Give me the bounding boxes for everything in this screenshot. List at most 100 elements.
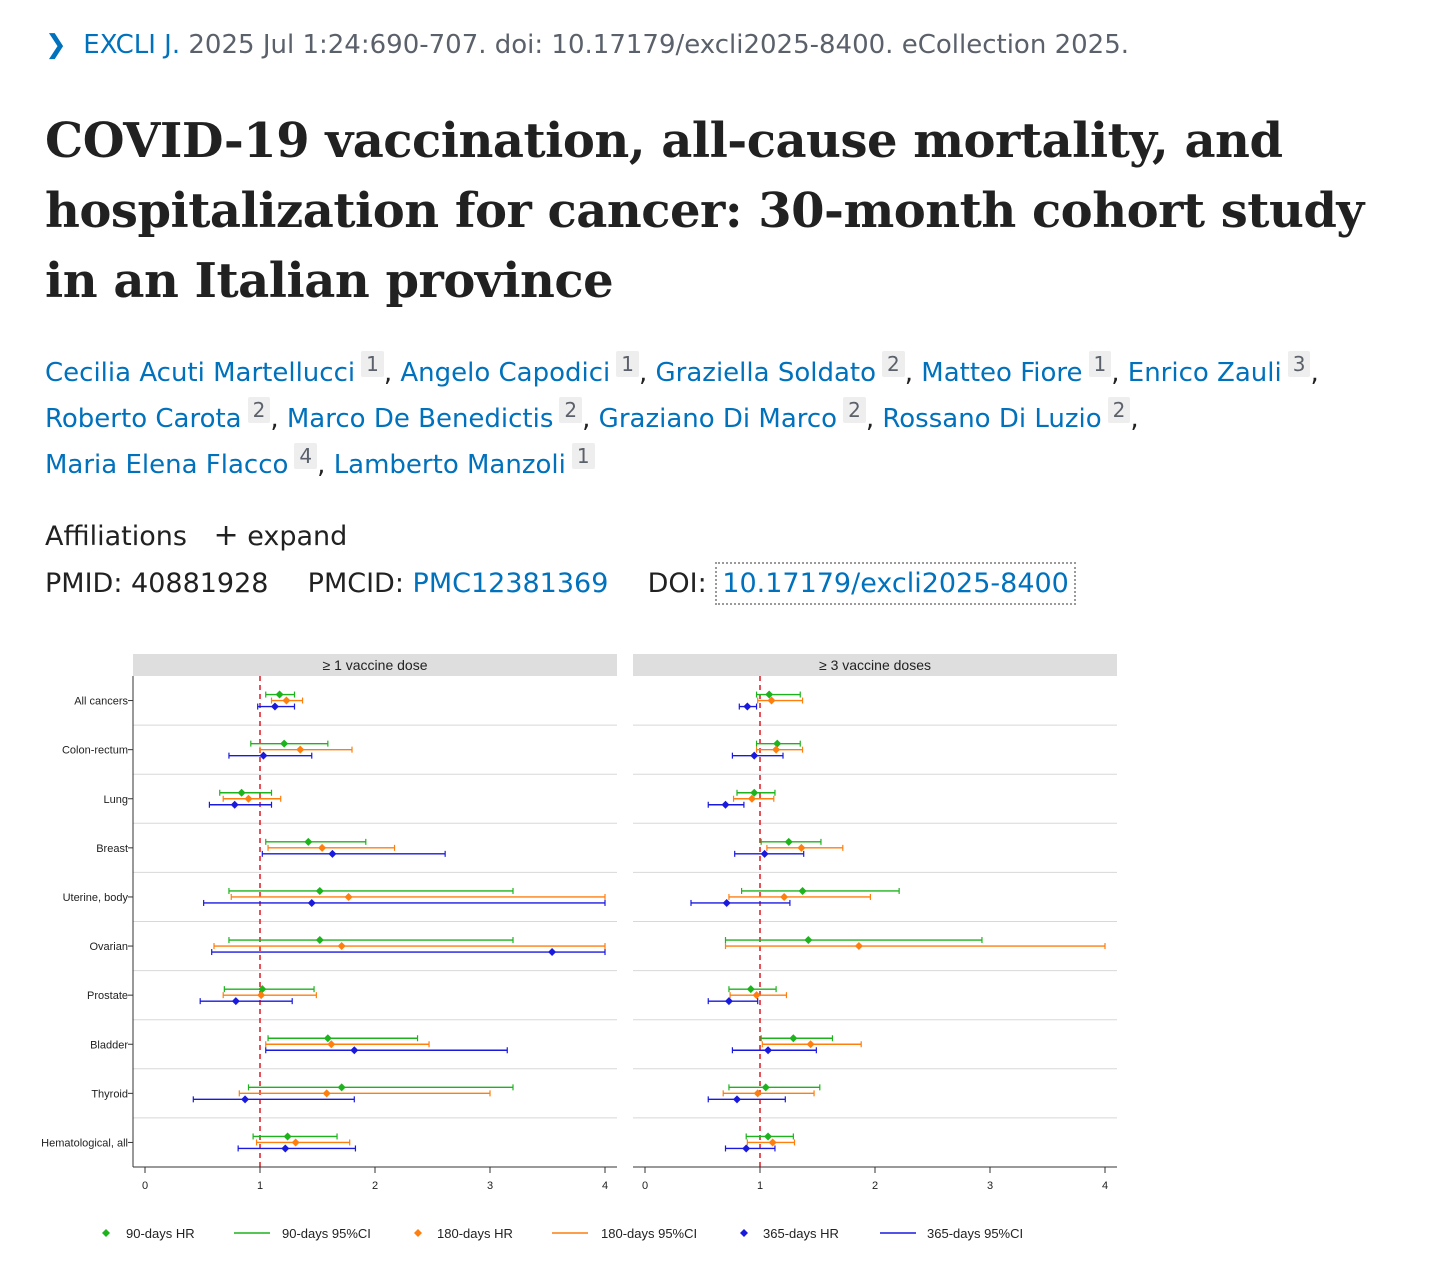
hr-marker <box>237 788 246 797</box>
author-link[interactable]: Graziano Di Marco <box>598 404 838 434</box>
hr-marker <box>275 690 284 699</box>
legend-label: 90-days 95%CI <box>282 1226 371 1241</box>
x-tick-label: 4 <box>602 1180 608 1192</box>
category-label: Breast <box>96 843 128 855</box>
hr-marker <box>315 886 324 895</box>
hr-marker <box>323 1034 332 1043</box>
author-link[interactable]: Matteo Fiore <box>921 358 1083 388</box>
author-link[interactable]: Cecilia Acuti Martellucci <box>45 358 356 388</box>
chevron-right-icon[interactable]: ❯ <box>45 30 67 60</box>
legend-label: 365-days 95%CI <box>927 1226 1023 1241</box>
x-tick-label: 0 <box>142 1180 148 1192</box>
x-tick-label: 3 <box>487 1180 493 1192</box>
citation-details: 2025 Jul 1:24:690-707. doi: 10.17179/exc… <box>188 30 1129 60</box>
hr-marker <box>743 702 752 711</box>
hr-marker <box>768 1138 777 1147</box>
author-link[interactable]: Rossano Di Luzio <box>882 404 1102 434</box>
identifiers-row: PMID: 40881928 PMCID: PMC12381369 DOI: 1… <box>45 562 1076 605</box>
affiliations-label: Affiliations <box>45 521 187 552</box>
hr-marker <box>241 1095 250 1104</box>
hr-marker <box>322 1089 331 1098</box>
hr-marker <box>753 1089 762 1098</box>
doi-link[interactable]: 10.17179/excli2025-8400 <box>715 562 1076 605</box>
hr-marker <box>548 948 557 957</box>
category-label: Hematological, all <box>41 1137 128 1149</box>
category-label: Colon-rectum <box>62 745 128 757</box>
affiliations-expand-button[interactable]: + expand <box>196 518 348 553</box>
hr-marker <box>752 991 761 1000</box>
hr-marker <box>761 1083 770 1092</box>
author-link[interactable]: Marco De Benedictis <box>286 404 554 434</box>
pmid-value: 40881928 <box>131 568 269 599</box>
hr-marker <box>760 849 769 858</box>
affiliations-row: Affiliations + expand <box>45 518 347 553</box>
hr-marker <box>291 1138 300 1147</box>
hr-marker <box>304 837 313 846</box>
affiliation-number-button[interactable]: 1 <box>616 351 639 378</box>
affiliation-number-button[interactable]: 1 <box>361 351 384 378</box>
plus-icon: + <box>213 518 239 553</box>
hr-marker <box>746 985 755 994</box>
hr-marker <box>244 794 253 803</box>
hr-marker <box>230 800 239 809</box>
hr-marker <box>337 1083 346 1092</box>
x-tick-label: 1 <box>257 1180 263 1192</box>
hr-marker <box>350 1046 359 1055</box>
x-tick-label: 0 <box>642 1180 648 1192</box>
x-tick-label: 1 <box>757 1180 763 1192</box>
author-link[interactable]: Graziella Soldato <box>655 358 876 388</box>
citation-line: ❯ EXCLI J. 2025 Jul 1:24:690-707. doi: 1… <box>45 30 1129 60</box>
pmid-label: PMID: <box>45 568 123 599</box>
pmcid-link[interactable]: PMC12381369 <box>412 568 609 599</box>
category-label: Lung <box>104 794 128 806</box>
hr-marker <box>337 942 346 951</box>
forest-plot-figure: ≥ 1 vaccine dose 0 1 2 3 4 ≥ 3 vaccine doses 0 1… <box>0 640 1437 1270</box>
author-link[interactable]: Roberto Carota <box>45 404 242 434</box>
affiliation-number-button[interactable]: 2 <box>843 397 866 424</box>
author-list: Cecilia Acuti Martellucci 1, Angelo Capod… <box>45 351 1319 480</box>
author-link[interactable]: Lamberto Manzoli <box>333 450 566 480</box>
panel-header <box>133 654 617 676</box>
affiliation-number-button[interactable]: 2 <box>559 397 583 424</box>
author-link[interactable]: Maria Elena Flacco <box>45 450 289 480</box>
affiliation-number-button[interactable]: 2 <box>882 351 905 378</box>
affiliation-number-button[interactable]: 1 <box>571 443 595 470</box>
hr-marker <box>750 751 759 760</box>
legend-label: 365-days HR <box>763 1226 839 1241</box>
affiliation-number-button[interactable]: 2 <box>1107 397 1131 424</box>
hr-marker <box>797 843 806 852</box>
hr-marker <box>283 1132 292 1141</box>
affiliation-number-button[interactable]: 4 <box>294 443 318 470</box>
hr-marker <box>772 745 781 754</box>
pmcid-label: PMCID: <box>307 568 404 599</box>
hr-marker <box>750 788 759 797</box>
hr-marker <box>747 794 756 803</box>
hr-marker <box>721 800 730 809</box>
hr-marker <box>282 696 291 705</box>
hr-marker <box>804 936 813 945</box>
author-link[interactable]: Angelo Capodici <box>400 358 611 388</box>
hr-marker <box>258 985 267 994</box>
panel-title: ≥ 3 vaccine doses <box>819 657 931 673</box>
hr-marker <box>315 936 324 945</box>
affiliation-number-button[interactable]: 1 <box>1088 351 1112 378</box>
hr-marker <box>764 1046 773 1055</box>
affiliation-number-button[interactable]: 2 <box>247 397 271 424</box>
legend-marker <box>102 1229 110 1237</box>
hr-marker <box>296 745 305 754</box>
hr-marker <box>773 739 782 748</box>
hr-marker <box>231 997 240 1006</box>
affiliation-number-button[interactable]: 3 <box>1287 351 1311 378</box>
expand-label: expand <box>247 521 348 552</box>
hr-marker <box>270 702 279 711</box>
hr-marker <box>780 892 789 901</box>
author-link[interactable]: Enrico Zauli <box>1127 358 1282 388</box>
hr-marker <box>724 997 733 1006</box>
hr-marker <box>280 739 289 748</box>
hr-marker <box>789 1034 798 1043</box>
article-title: COVID-19 vaccination, all-cause mortalit… <box>45 113 1364 309</box>
hr-marker <box>328 849 337 858</box>
journal-link[interactable]: EXCLI J. <box>83 30 181 60</box>
category-label: Uterine, body <box>63 892 129 904</box>
hr-marker <box>307 898 316 907</box>
